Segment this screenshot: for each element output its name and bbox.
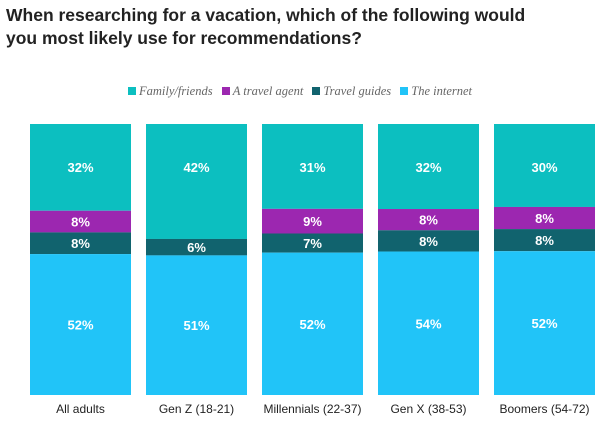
legend-swatch-family-friends bbox=[127, 87, 136, 95]
category-label-millennials-22-37: Millennials (22-37) bbox=[263, 402, 361, 416]
bar-segment-family-friends-all-adults bbox=[30, 124, 131, 211]
legend-label-travel-guides: Travel guides bbox=[323, 84, 392, 98]
bar-segment-family-friends-boomers-54-72 bbox=[494, 124, 595, 207]
data-label-family-friends-gen-x-38-53: 32% bbox=[415, 160, 441, 175]
data-label-the-internet-all-adults: 52% bbox=[67, 318, 93, 333]
category-label-gen-x-38-53: Gen X (38-53) bbox=[390, 402, 466, 416]
chart-title: When researching for a vacation, which o… bbox=[6, 4, 596, 50]
bar-segment-the-internet-all-adults bbox=[30, 254, 131, 395]
data-label-the-internet-gen-z-18-21: 51% bbox=[183, 318, 209, 333]
chart-legend: Family/friends A travel agent Travel gui… bbox=[0, 84, 600, 99]
legend-item-travel-guides: Travel guides bbox=[312, 84, 391, 99]
legend-label-travel-agent: A travel agent bbox=[232, 84, 304, 98]
bar-segment-the-internet-gen-z-18-21 bbox=[146, 255, 247, 395]
data-label-family-friends-millennials-22-37: 31% bbox=[299, 160, 325, 175]
bar-segment-a-travel-agent-gen-x-38-53 bbox=[378, 209, 479, 231]
category-label-gen-z-18-21: Gen Z (18-21) bbox=[159, 402, 234, 416]
bar-segment-family-friends-gen-x-38-53 bbox=[378, 124, 479, 210]
chart-title-line-1: When researching for a vacation, which o… bbox=[6, 5, 526, 25]
data-label-travel-guides-gen-z-18-21: 6% bbox=[187, 240, 206, 255]
data-label-the-internet-gen-x-38-53: 54% bbox=[415, 316, 441, 331]
data-label-family-friends-all-adults: 32% bbox=[67, 160, 93, 175]
legend-item-family-friends: Family/friends bbox=[127, 84, 213, 99]
legend-item-travel-agent: A travel agent bbox=[221, 84, 304, 99]
data-label-the-internet-millennials-22-37: 52% bbox=[299, 317, 325, 332]
bar-segment-a-travel-agent-millennials-22-37 bbox=[262, 208, 363, 234]
bar-segment-a-travel-agent-all-adults bbox=[30, 210, 131, 233]
bar-segment-travel-guides-gen-z-18-21 bbox=[146, 238, 247, 256]
bar-segment-travel-guides-gen-x-38-53 bbox=[378, 230, 479, 252]
data-label-travel-guides-boomers-54-72: 8% bbox=[535, 233, 554, 248]
data-label-travel-guides-millennials-22-37: 7% bbox=[303, 236, 322, 251]
bar-segment-travel-guides-boomers-54-72 bbox=[494, 229, 595, 252]
legend-swatch-travel-agent bbox=[221, 87, 230, 95]
legend-label-family-friends: Family/friends bbox=[138, 84, 213, 98]
legend-item-the-internet: The internet bbox=[400, 84, 472, 99]
category-label-boomers-54-72: Boomers (54-72) bbox=[499, 402, 589, 416]
bar-segment-the-internet-gen-x-38-53 bbox=[378, 251, 479, 395]
bar-segment-family-friends-gen-z-18-21 bbox=[146, 124, 247, 239]
legend-swatch-the-internet bbox=[400, 87, 409, 95]
legend-swatch-travel-guides bbox=[312, 87, 321, 95]
data-label-family-friends-boomers-54-72: 30% bbox=[531, 160, 557, 175]
bar-segment-a-travel-agent-boomers-54-72 bbox=[494, 206, 595, 230]
data-label-travel-guides-all-adults: 8% bbox=[71, 236, 90, 251]
bar-segment-travel-guides-millennials-22-37 bbox=[262, 233, 363, 253]
chart-title-line-2: you most likely use for recommendations? bbox=[6, 28, 362, 48]
bar-segment-travel-guides-all-adults bbox=[30, 232, 131, 255]
data-label-family-friends-gen-z-18-21: 42% bbox=[183, 160, 209, 175]
bar-segment-the-internet-boomers-54-72 bbox=[494, 251, 595, 395]
bar-segment-the-internet-millennials-22-37 bbox=[262, 252, 363, 395]
legend-label-the-internet: The internet bbox=[411, 84, 473, 98]
data-label-a-travel-agent-gen-x-38-53: 8% bbox=[419, 213, 438, 228]
bar-segment-family-friends-millennials-22-37 bbox=[262, 124, 363, 209]
category-label-all-adults: All adults bbox=[56, 402, 105, 416]
data-label-a-travel-agent-millennials-22-37: 9% bbox=[303, 214, 322, 229]
data-label-the-internet-boomers-54-72: 52% bbox=[531, 316, 557, 331]
data-label-a-travel-agent-all-adults: 8% bbox=[71, 215, 90, 230]
data-label-travel-guides-gen-x-38-53: 8% bbox=[419, 234, 438, 249]
data-label-a-travel-agent-boomers-54-72: 8% bbox=[535, 211, 554, 226]
